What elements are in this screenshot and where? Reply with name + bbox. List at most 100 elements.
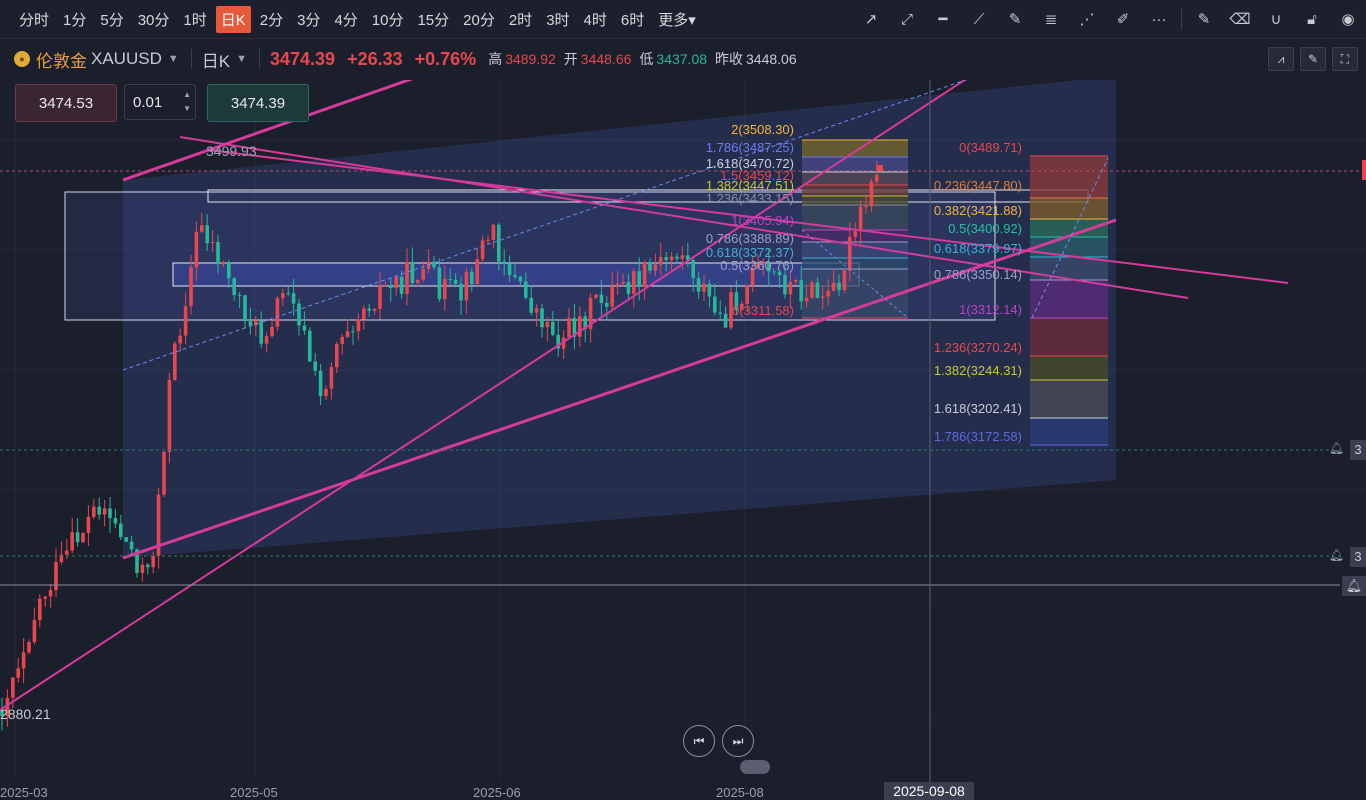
- timeframe-tab[interactable]: 更多▾: [658, 11, 696, 29]
- price-tag: 3: [1350, 440, 1366, 460]
- quantity-stepper[interactable]: 0.01 ▲ ▼: [124, 84, 196, 120]
- candle-body: [254, 320, 258, 326]
- candle-body: [459, 283, 463, 301]
- toolbar-divider: [1181, 8, 1182, 30]
- chart-settings-buttons: ⩘ ✎ ⛶: [1268, 47, 1358, 71]
- low-price-label: 2880.21: [0, 706, 51, 722]
- fib-band: [1030, 257, 1108, 280]
- more-tools-icon[interactable]: ···: [1151, 10, 1167, 28]
- trendline: [122, 80, 414, 182]
- fib-band: [802, 258, 908, 269]
- symbol-code[interactable]: XAUUSD: [91, 49, 162, 68]
- timeframe-tab[interactable]: 1分: [63, 11, 87, 29]
- x-axis-label: 2025-08: [716, 785, 764, 800]
- timeframe-tab[interactable]: 15分: [417, 11, 450, 29]
- candle-body: [92, 506, 96, 517]
- candle-body: [545, 321, 550, 328]
- candle-body: [437, 267, 442, 300]
- edit-icon[interactable]: ✎: [1197, 11, 1211, 28]
- candle-body: [97, 506, 101, 515]
- alert-bell-icon[interactable]: 🔔︎: [1328, 548, 1344, 562]
- candle-body: [281, 292, 285, 299]
- timeframe-tab[interactable]: 2时: [508, 11, 533, 29]
- candle-body: [340, 336, 344, 344]
- quantity-value: 0.01: [133, 93, 163, 111]
- candle-body: [605, 303, 609, 307]
- brush-icon[interactable]: ✎: [1008, 11, 1022, 28]
- polyline-icon[interactable]: ⟋: [973, 10, 985, 28]
- timeframe-tab[interactable]: 4时: [583, 11, 607, 29]
- fullscreen-icon[interactable]: ⛶: [1332, 47, 1358, 71]
- hide-icon[interactable]: ◉: [1341, 11, 1355, 28]
- fib-fan-icon[interactable]: ⋰: [1079, 11, 1095, 28]
- pencil-icon[interactable]: ✎: [1300, 47, 1326, 71]
- timeframe-tab[interactable]: 4分: [334, 11, 358, 29]
- scroll-end-button[interactable]: ⏭: [722, 725, 754, 757]
- dashed-line-icon[interactable]: ⤢: [900, 10, 913, 28]
- fib-retracement-icon[interactable]: ≣: [1044, 11, 1058, 28]
- candle-body: [497, 224, 501, 262]
- chevron-down-icon[interactable]: ▼: [236, 53, 247, 65]
- highlighter-icon[interactable]: ✐: [1116, 11, 1130, 28]
- candle-body: [318, 370, 323, 397]
- alert-bell-icon[interactable]: 🔔︎: [1342, 576, 1366, 596]
- fib-labels: 2(3508.30)1.786(3487.25)1.618(3470.72)1.…: [706, 122, 1022, 444]
- candle-body: [831, 282, 836, 291]
- candle-body: [383, 284, 388, 286]
- candle-body: [794, 280, 798, 282]
- symbol-cn-name[interactable]: 伦敦金: [36, 51, 87, 71]
- candle-body: [524, 281, 528, 298]
- candle-body: [551, 321, 555, 335]
- sell-button[interactable]: 3474.53: [15, 84, 117, 122]
- period-selector[interactable]: 日K: [201, 51, 231, 71]
- scroll-start-button[interactable]: ⏮: [683, 725, 715, 757]
- candle-body: [707, 283, 712, 297]
- timeframe-tab[interactable]: 20分: [463, 11, 495, 29]
- indicator-icon[interactable]: ⩘: [1268, 47, 1294, 71]
- price-chart[interactable]: 2(3508.30)1.786(3487.25)1.618(3470.72)1.…: [0, 80, 1366, 800]
- timeframe-tab[interactable]: 30分: [137, 11, 170, 29]
- candle-body: [680, 255, 685, 259]
- candle-body: [853, 231, 857, 237]
- timeframe-tab[interactable]: 10分: [371, 11, 404, 29]
- spin-arrows-icon[interactable]: ▲ ▼: [183, 90, 191, 113]
- chevron-down-icon[interactable]: ▼: [167, 53, 179, 65]
- timeframe-tab[interactable]: 1时: [183, 11, 207, 29]
- zoom-handle[interactable]: [740, 760, 770, 774]
- timeframe-tab[interactable]: 3分: [297, 11, 321, 29]
- timeframe-tab[interactable]: 3时: [546, 11, 570, 29]
- candle-body: [362, 308, 366, 320]
- timeframe-tab[interactable]: 6时: [620, 11, 645, 29]
- timeframe-tab[interactable]: 2分: [259, 11, 284, 29]
- timeframe-tab[interactable]: 5分: [100, 11, 124, 29]
- fib-band: [1030, 318, 1108, 356]
- unlock-icon[interactable]: 🔓︎: [1307, 10, 1317, 28]
- candle-body: [875, 175, 879, 182]
- fib-band: [1030, 356, 1108, 380]
- candle-body: [416, 279, 420, 283]
- candle-body: [480, 240, 485, 260]
- fib-band: [1030, 156, 1108, 198]
- horizontal-line-icon[interactable]: ━: [938, 11, 948, 28]
- candle-body: [869, 181, 874, 207]
- candle-body: [140, 564, 145, 573]
- eraser-icon[interactable]: ⌫: [1229, 11, 1251, 28]
- candle-body: [659, 257, 663, 265]
- candle-body: [615, 283, 620, 287]
- timeframe-tab[interactable]: 日K: [215, 5, 251, 33]
- candle-body: [750, 268, 755, 286]
- candle-body: [475, 259, 479, 284]
- price-change-pct: +0.76%: [414, 48, 477, 69]
- price-tag: 3: [1350, 547, 1366, 567]
- fib-band: [1030, 280, 1108, 318]
- alert-bell-icon[interactable]: 🔔︎: [1328, 441, 1344, 455]
- last-price-dot: [877, 165, 883, 171]
- arrow-line-icon[interactable]: ↗: [864, 11, 878, 28]
- open-value: 3448.66: [580, 51, 632, 67]
- candle-body: [826, 290, 830, 297]
- candle-body: [205, 225, 209, 244]
- magnet-icon[interactable]: ∪: [1270, 11, 1282, 28]
- timeframe-bar: 分时 1分 5分 30分 1时 日K 2分 3分 4分 10分 15分 20分 2时 3时 4时 6时 更多▾: [0, 0, 705, 38]
- timeframe-tab[interactable]: 分时: [19, 11, 50, 29]
- buy-button[interactable]: 3474.39: [207, 84, 309, 122]
